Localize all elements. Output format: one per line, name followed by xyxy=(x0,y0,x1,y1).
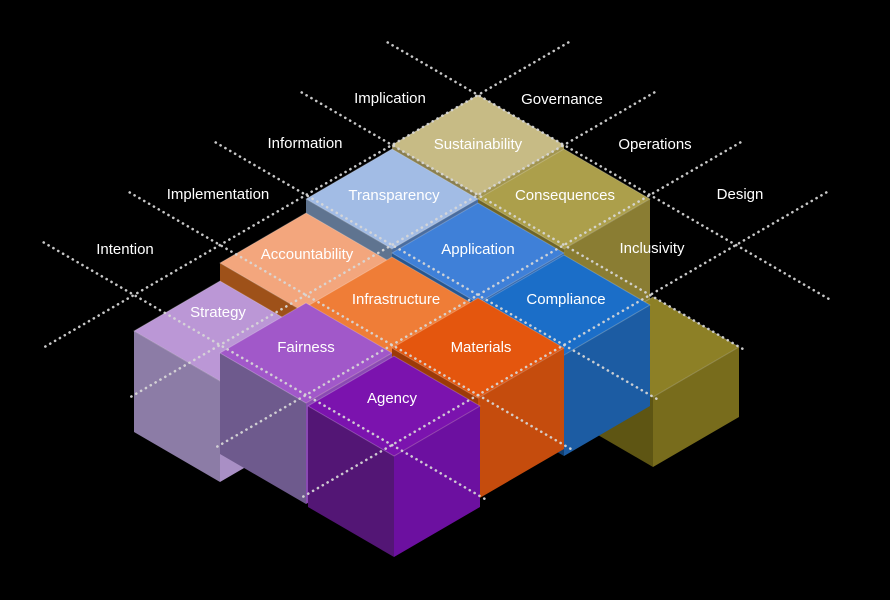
cube-label-application: Application xyxy=(441,241,514,258)
grid-row-line-3 xyxy=(128,191,574,452)
grid-col-line-1 xyxy=(128,91,656,399)
grid-col-line-2 xyxy=(214,141,742,449)
grid-row-line-2 xyxy=(214,141,660,402)
grid-row-line-4 xyxy=(42,241,488,502)
row-axis-label-information: Information xyxy=(267,135,342,152)
cube-label-inclusivity: Inclusivity xyxy=(619,240,685,257)
cube-label-compliance: Compliance xyxy=(526,291,605,308)
cube-label-consequences: Consequences xyxy=(515,187,615,204)
grid-col-line-0 xyxy=(42,41,570,349)
cube-agency-top-face xyxy=(307,355,481,457)
cube-label-accountability: Accountability xyxy=(261,246,354,263)
row-axis-label-implication: Implication xyxy=(354,90,426,107)
cube-materials-top-face xyxy=(391,297,565,399)
grid-col-line-3 xyxy=(300,191,828,499)
cube-label-transparency: Transparency xyxy=(348,187,440,204)
cube-sustainability-top-face xyxy=(391,94,565,196)
cube-agency-right-face xyxy=(394,406,480,557)
cube-inclusivity-right-face xyxy=(653,347,739,467)
cube-label-agency: Agency xyxy=(367,390,418,407)
cube-fairness-left-face xyxy=(220,353,306,504)
row-axis-label-implementation: Implementation xyxy=(167,186,270,203)
cube-transparency-top-face xyxy=(305,148,479,250)
cube-label-strategy: Strategy xyxy=(190,304,246,321)
cube-compliance-right-face xyxy=(564,305,650,456)
cube-label-sustainability: Sustainability xyxy=(434,136,523,153)
cube-agency-left-face xyxy=(308,406,394,557)
grid-row-line-1 xyxy=(300,91,746,352)
cube-materials-right-face xyxy=(478,348,564,499)
row-axis-label-intention: Intention xyxy=(96,241,154,258)
cube-strategy-left-face xyxy=(134,331,220,482)
cube-label-materials: Materials xyxy=(451,339,512,356)
col-axis-label-governance: Governance xyxy=(521,91,603,108)
cube-fairness-top-face xyxy=(219,302,393,404)
grid-row-line-0 xyxy=(386,41,832,302)
cube-label-fairness: Fairness xyxy=(277,339,335,356)
col-axis-label-operations: Operations xyxy=(618,136,691,153)
cube-consequences-top-face xyxy=(477,148,651,250)
cube-agency xyxy=(307,355,481,557)
col-axis-label-design: Design xyxy=(717,186,764,203)
cube-label-infrastructure: Infrastructure xyxy=(352,291,440,308)
